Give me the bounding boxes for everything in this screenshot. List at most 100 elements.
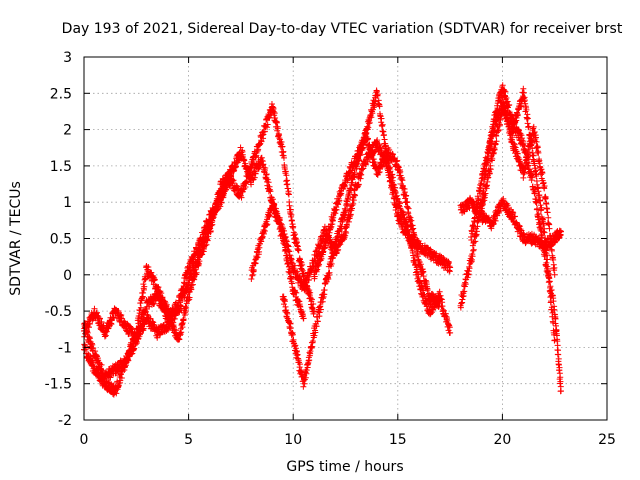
data-markers <box>81 82 564 398</box>
data-point <box>353 158 360 165</box>
data-point <box>517 226 524 233</box>
y-tick-label: -0.5 <box>45 304 72 320</box>
data-point <box>175 303 182 310</box>
data-point <box>491 127 498 134</box>
data-point <box>485 174 492 181</box>
data-point <box>348 186 355 193</box>
data-point <box>391 181 398 188</box>
data-point <box>98 361 105 368</box>
data-point <box>90 344 97 351</box>
data-point <box>320 293 327 300</box>
data-point <box>436 300 443 307</box>
data-point <box>321 287 328 294</box>
data-point <box>369 110 376 117</box>
data-point <box>458 300 465 307</box>
data-point <box>521 169 528 176</box>
data-point <box>435 295 442 302</box>
data-point <box>548 304 555 311</box>
data-point <box>311 332 318 339</box>
data-point <box>220 194 227 201</box>
data-point <box>504 98 511 105</box>
data-point <box>138 323 145 330</box>
data-point <box>94 365 101 372</box>
data-point <box>524 115 531 122</box>
data-point <box>498 95 505 102</box>
data-point <box>394 195 401 202</box>
data-point <box>460 293 467 300</box>
data-point <box>519 135 526 142</box>
data-point <box>516 223 523 230</box>
data-point <box>196 258 203 265</box>
data-point <box>185 297 192 304</box>
data-point <box>380 131 387 138</box>
data-point <box>177 297 184 304</box>
data-point <box>272 205 279 212</box>
data-point <box>422 277 429 284</box>
data-point <box>369 152 376 159</box>
data-point <box>508 130 515 137</box>
data-point <box>504 202 511 209</box>
data-point <box>186 294 193 301</box>
data-point <box>414 268 421 275</box>
data-point <box>533 200 540 207</box>
data-point <box>342 228 349 235</box>
data-point <box>165 305 172 312</box>
data-point <box>526 166 533 173</box>
data-point <box>461 288 468 295</box>
data-point <box>341 183 348 190</box>
data-point <box>278 138 285 145</box>
data-point <box>523 162 530 169</box>
data-point <box>376 103 383 110</box>
data-point <box>470 246 477 253</box>
data-point <box>89 341 96 348</box>
data-point <box>556 364 563 371</box>
data-point <box>489 155 496 162</box>
data-point <box>277 220 284 227</box>
data-point <box>288 256 295 263</box>
data-point <box>115 308 122 315</box>
data-point <box>502 88 509 95</box>
data-point <box>404 199 411 206</box>
data-point <box>480 170 487 177</box>
data-point <box>130 342 137 349</box>
data-point <box>550 256 557 263</box>
data-point <box>308 296 315 303</box>
data-point <box>308 345 315 352</box>
data-point <box>539 170 546 177</box>
data-point <box>189 281 196 288</box>
data-point <box>557 228 564 235</box>
data-point <box>204 236 211 243</box>
data-point <box>424 244 431 251</box>
data-point <box>413 243 420 250</box>
data-point <box>531 162 538 169</box>
data-point <box>550 319 557 326</box>
data-point <box>356 151 363 158</box>
data-point <box>488 140 495 147</box>
data-point <box>374 91 381 98</box>
data-point <box>442 310 449 317</box>
data-point <box>520 231 527 238</box>
data-point <box>102 332 109 339</box>
data-point <box>482 190 489 197</box>
data-point <box>549 309 556 316</box>
data-point <box>172 327 179 334</box>
data-point <box>140 289 147 296</box>
data-point <box>220 190 227 197</box>
data-point <box>241 157 248 164</box>
data-point <box>181 280 188 287</box>
data-point <box>520 85 527 92</box>
data-point <box>283 238 290 245</box>
data-point <box>481 194 488 201</box>
data-point <box>530 123 537 130</box>
data-point <box>550 261 557 268</box>
data-point <box>474 201 481 208</box>
data-point <box>389 174 396 181</box>
data-point <box>306 357 313 364</box>
data-point <box>264 176 271 183</box>
data-point <box>508 111 515 118</box>
data-point <box>427 310 434 317</box>
data-point <box>261 128 268 135</box>
data-point <box>321 223 328 230</box>
data-point <box>488 138 495 145</box>
